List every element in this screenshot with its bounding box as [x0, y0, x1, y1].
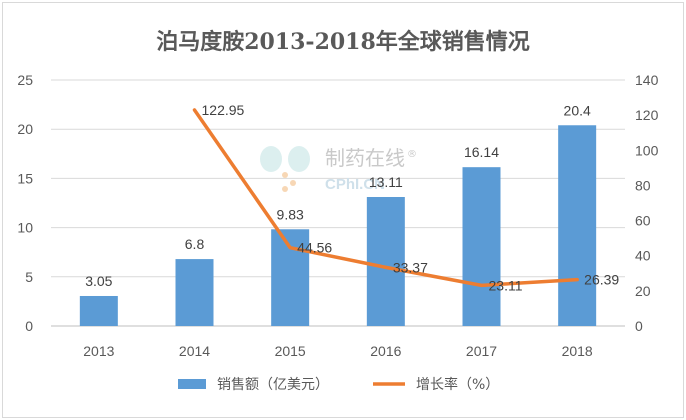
- left-tick-label: 10: [17, 220, 33, 236]
- x-tick-label: 2018: [562, 343, 593, 359]
- bar: [175, 259, 214, 326]
- right-tick-label: 120: [635, 107, 659, 123]
- right-tick-label: 20: [635, 283, 651, 299]
- chart-title: 泊马度胺2013-2018年全球销售情况: [156, 29, 530, 55]
- watermark-text-en: CPhI.CN: [325, 176, 385, 193]
- legend-label-sales: 销售额（亿美元）: [217, 377, 329, 393]
- bar: [79, 295, 118, 326]
- left-tick-label: 25: [17, 72, 33, 88]
- gridlines: [51, 79, 625, 327]
- line-data-labels: 122.95 44.56 33.37 23.11 26.39: [202, 102, 620, 293]
- bar-data-label: 20.4: [564, 102, 591, 118]
- bar-series: [79, 125, 597, 326]
- watermark-registered: ®: [407, 149, 417, 160]
- line-data-label: 23.11: [489, 277, 523, 293]
- right-tick-label: 40: [635, 248, 651, 264]
- right-tick-label: 0: [635, 318, 643, 334]
- growth-line: [192, 108, 579, 288]
- left-tick-label: 20: [17, 121, 33, 137]
- bar: [462, 167, 501, 326]
- legend-label-growth: 增长率（%）: [416, 376, 499, 393]
- left-axis-ticks: 0 5 10 15 20 25: [17, 72, 33, 334]
- x-tick-label: 2013: [83, 343, 114, 359]
- right-tick-label: 60: [635, 213, 651, 229]
- watermark-logo-icon: [260, 146, 310, 192]
- legend: 销售额（亿美元） 增长率（%）: [178, 376, 499, 393]
- x-tick-label: 2016: [370, 343, 401, 359]
- legend-swatch-sales: [178, 379, 206, 389]
- bar-data-labels: 3.05 6.8 9.83 13.11 16.14 20.4: [85, 102, 591, 289]
- left-tick-label: 5: [25, 269, 33, 285]
- x-axis-ticks: 2013 2014 2015 2016 2017 2018: [83, 343, 593, 359]
- bar-data-label: 6.8: [185, 236, 205, 252]
- line-data-label: 33.37: [393, 259, 428, 275]
- chart-canvas: 泊马度胺2013-2018年全球销售情况 制药在线 ® CPhI.CN 3.05…: [17, 29, 659, 393]
- bar: [558, 125, 597, 326]
- x-tick-label: 2015: [275, 343, 306, 359]
- bar-data-label: 9.83: [277, 206, 304, 222]
- bar: [366, 196, 405, 326]
- watermark: 制药在线 ® CPhI.CN: [260, 146, 417, 193]
- watermark-text-cn: 制药在线: [325, 146, 405, 170]
- x-tick-label: 2017: [466, 343, 497, 359]
- bar-data-label: 3.05: [85, 273, 112, 289]
- line-series: [192, 108, 579, 288]
- x-tick-label: 2014: [179, 343, 210, 359]
- right-tick-label: 100: [635, 142, 659, 158]
- right-tick-label: 80: [635, 177, 651, 193]
- line-data-label: 26.39: [584, 272, 619, 288]
- bar-data-label: 16.14: [464, 144, 499, 160]
- right-axis-ticks: 0 20 40 60 80 100 120 140: [635, 72, 659, 334]
- line-data-label: 44.56: [297, 240, 332, 256]
- left-tick-label: 15: [17, 170, 33, 186]
- line-data-label: 122.95: [202, 102, 245, 118]
- right-tick-label: 140: [635, 72, 659, 88]
- bar-data-label: 13.11: [369, 174, 403, 190]
- left-tick-label: 0: [25, 318, 33, 334]
